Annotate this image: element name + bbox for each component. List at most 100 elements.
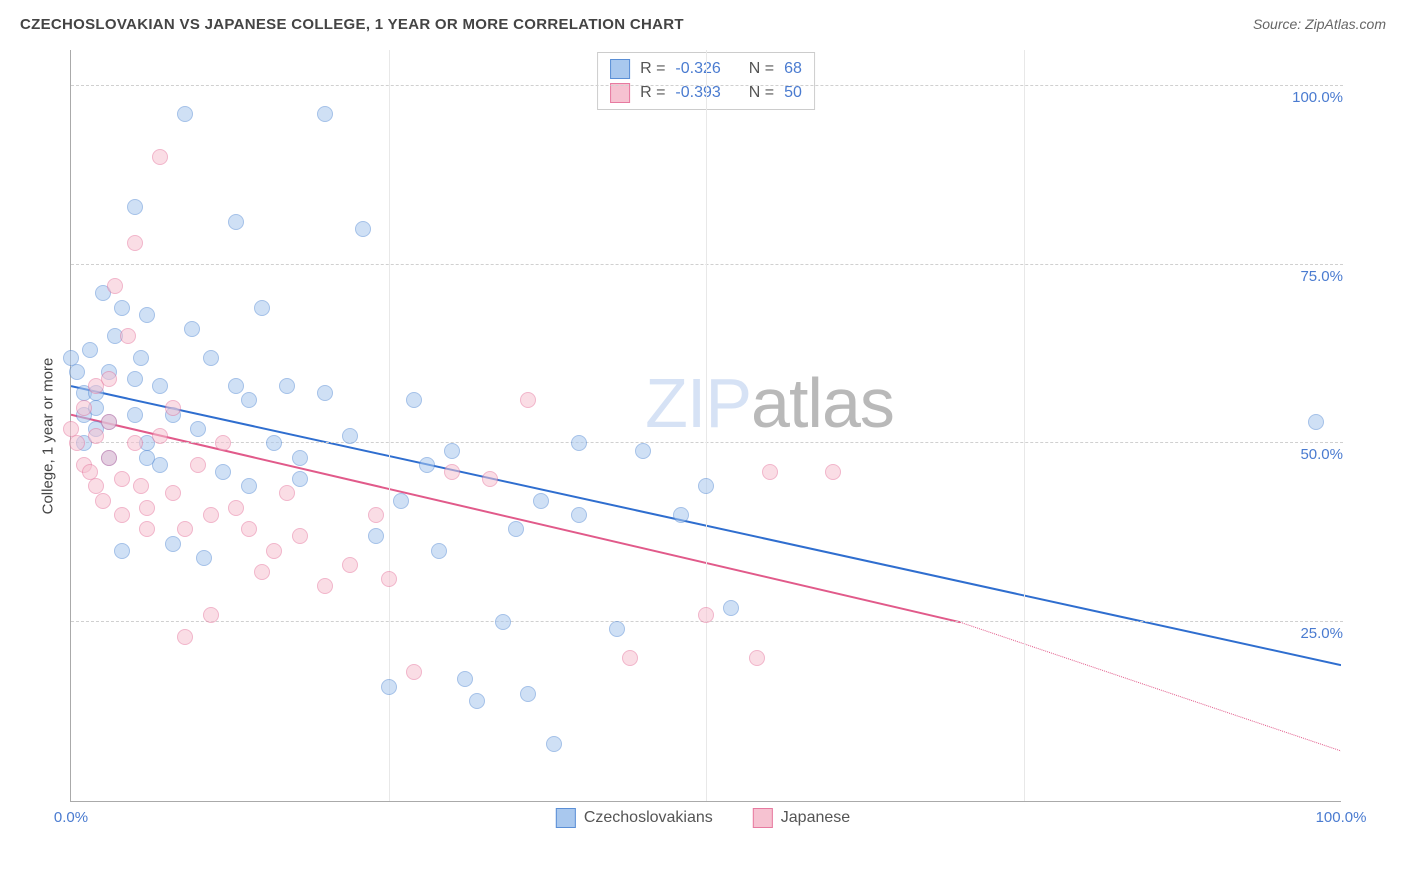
scatter-point (381, 679, 397, 695)
scatter-point (533, 493, 549, 509)
scatter-point (101, 414, 117, 430)
scatter-point (419, 457, 435, 473)
scatter-point (114, 471, 130, 487)
n-value: 68 (784, 60, 802, 78)
scatter-point (82, 342, 98, 358)
scatter-point (266, 435, 282, 451)
scatter-point (254, 300, 270, 316)
gridline-h (71, 264, 1343, 265)
gridline-h (71, 442, 1343, 443)
scatter-point (520, 392, 536, 408)
scatter-point (165, 400, 181, 416)
chart-container: College, 1 year or more ZIPatlas R = -0.3… (20, 40, 1386, 832)
scatter-point (152, 149, 168, 165)
scatter-point (825, 464, 841, 480)
scatter-point (279, 485, 295, 501)
scatter-point (406, 664, 422, 680)
scatter-point (406, 392, 422, 408)
scatter-point (196, 550, 212, 566)
chart-title: CZECHOSLOVAKIAN VS JAPANESE COLLEGE, 1 Y… (20, 16, 684, 33)
scatter-point (76, 400, 92, 416)
scatter-point (254, 564, 270, 580)
scatter-point (203, 350, 219, 366)
scatter-point (698, 478, 714, 494)
scatter-point (127, 235, 143, 251)
scatter-point (266, 543, 282, 559)
scatter-point (457, 671, 473, 687)
scatter-point (241, 478, 257, 494)
scatter-point (495, 614, 511, 630)
y-tick-label: 100.0% (1292, 89, 1343, 106)
scatter-point (203, 507, 219, 523)
n-label: N = (749, 84, 774, 102)
y-tick-label: 25.0% (1300, 625, 1343, 642)
swatch-icon (556, 808, 576, 828)
scatter-point (203, 607, 219, 623)
scatter-point (368, 528, 384, 544)
scatter-point (292, 528, 308, 544)
scatter-point (228, 500, 244, 516)
scatter-point (381, 571, 397, 587)
scatter-point (635, 443, 651, 459)
scatter-point (571, 435, 587, 451)
x-tick-label: 100.0% (1316, 809, 1367, 826)
swatch-icon (610, 83, 630, 103)
scatter-point (482, 471, 498, 487)
scatter-point (228, 214, 244, 230)
scatter-point (444, 464, 460, 480)
scatter-point (444, 443, 460, 459)
legend-bottom: Czechoslovakians Japanese (556, 808, 850, 828)
scatter-point (114, 507, 130, 523)
y-axis-label: College, 1 year or more (40, 358, 57, 515)
gridline-v (1024, 50, 1025, 801)
scatter-point (69, 364, 85, 380)
r-value: -0.393 (675, 84, 720, 102)
scatter-point (317, 385, 333, 401)
scatter-point (228, 378, 244, 394)
legend-label: Czechoslovakians (584, 809, 713, 827)
legend-label: Japanese (781, 809, 850, 827)
x-tick-label: 0.0% (54, 809, 88, 826)
gridline-v (706, 50, 707, 801)
scatter-point (520, 686, 536, 702)
scatter-point (88, 428, 104, 444)
scatter-point (762, 464, 778, 480)
scatter-point (190, 457, 206, 473)
scatter-point (723, 600, 739, 616)
scatter-point (622, 650, 638, 666)
plot-area: ZIPatlas R =-0.326N =68R =-0.393N =50 25… (70, 50, 1341, 802)
scatter-point (139, 450, 155, 466)
scatter-point (101, 371, 117, 387)
scatter-point (241, 392, 257, 408)
scatter-point (152, 378, 168, 394)
scatter-point (139, 307, 155, 323)
watermark: ZIPatlas (645, 363, 894, 443)
scatter-point (127, 435, 143, 451)
scatter-point (114, 300, 130, 316)
y-tick-label: 50.0% (1300, 446, 1343, 463)
scatter-point (508, 521, 524, 537)
scatter-point (114, 543, 130, 559)
scatter-point (133, 478, 149, 494)
r-label: R = (640, 84, 665, 102)
scatter-point (317, 578, 333, 594)
scatter-point (190, 421, 206, 437)
legend-item: Japanese (753, 808, 850, 828)
scatter-point (133, 350, 149, 366)
scatter-point (165, 536, 181, 552)
scatter-point (127, 407, 143, 423)
scatter-point (698, 607, 714, 623)
swatch-icon (753, 808, 773, 828)
scatter-point (673, 507, 689, 523)
scatter-point (393, 493, 409, 509)
swatch-icon (610, 59, 630, 79)
scatter-point (139, 500, 155, 516)
r-value: -0.326 (675, 60, 720, 78)
scatter-point (101, 450, 117, 466)
gridline-h (71, 85, 1343, 86)
scatter-point (749, 650, 765, 666)
r-label: R = (640, 60, 665, 78)
scatter-point (177, 106, 193, 122)
scatter-point (279, 378, 295, 394)
scatter-point (215, 435, 231, 451)
